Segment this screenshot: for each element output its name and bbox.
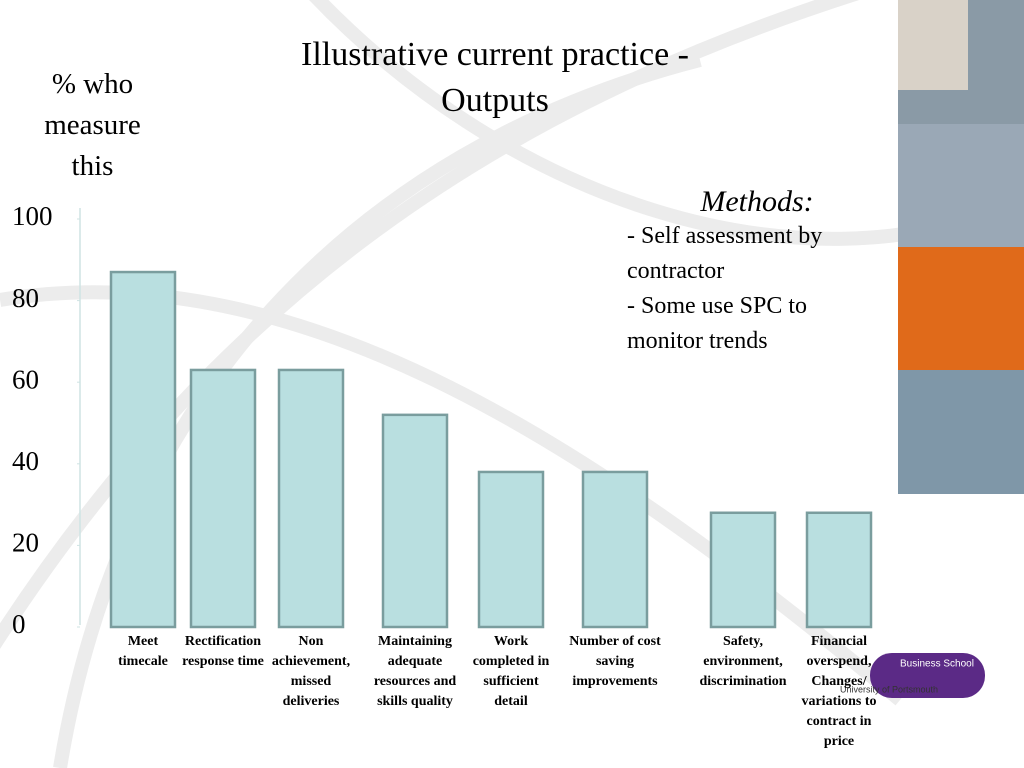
y-tick-label: 0 (12, 609, 26, 639)
logo-university: University of Portsmouth (840, 684, 938, 694)
methods-heading: Methods: (700, 185, 814, 218)
y-tick-label: 40 (12, 446, 39, 476)
y-tick-label: 60 (12, 364, 39, 394)
y-axis-label: % who measure this (44, 68, 141, 182)
logo-school: Business School (900, 659, 974, 670)
photo-person (898, 247, 1024, 370)
y-tick-label: 20 (12, 528, 39, 558)
photo-pen (898, 124, 1024, 247)
bar (581, 470, 649, 629)
x-tick-label: Rectification response time (182, 634, 264, 669)
x-tick-label: Maintaining adequate resources and skill… (373, 634, 457, 709)
bar (277, 368, 345, 629)
logo (870, 653, 985, 698)
bar (709, 511, 777, 629)
x-tick-label: Safety, environment, discrimination (699, 634, 787, 689)
bar (189, 368, 257, 629)
bar (805, 511, 873, 629)
x-tick-label: Non achievement, missed deliveries (271, 634, 351, 709)
bar (381, 413, 449, 629)
x-tick-label: Number of cost saving improvements (569, 634, 661, 689)
x-tick-label: Work completed in sufficient detail (472, 634, 550, 709)
y-tick-label: 100 (12, 201, 53, 231)
photo-city (898, 370, 1024, 494)
x-tick-label: Meet timecale (118, 634, 168, 669)
methods: Methods: - Self assessment by contractor… (627, 184, 887, 359)
bar (109, 270, 177, 629)
chart-title: Illustrative current practice - Outputs (301, 36, 689, 119)
photo-building (898, 0, 968, 90)
methods-item: - Self assessment by contractor (627, 223, 823, 284)
x-tick-label: Financial overspend, Changes/ variations… (801, 634, 877, 749)
methods-item: - Some use SPC to monitor trends (627, 293, 808, 354)
bar (477, 470, 545, 629)
y-tick-label: 80 (12, 283, 39, 313)
